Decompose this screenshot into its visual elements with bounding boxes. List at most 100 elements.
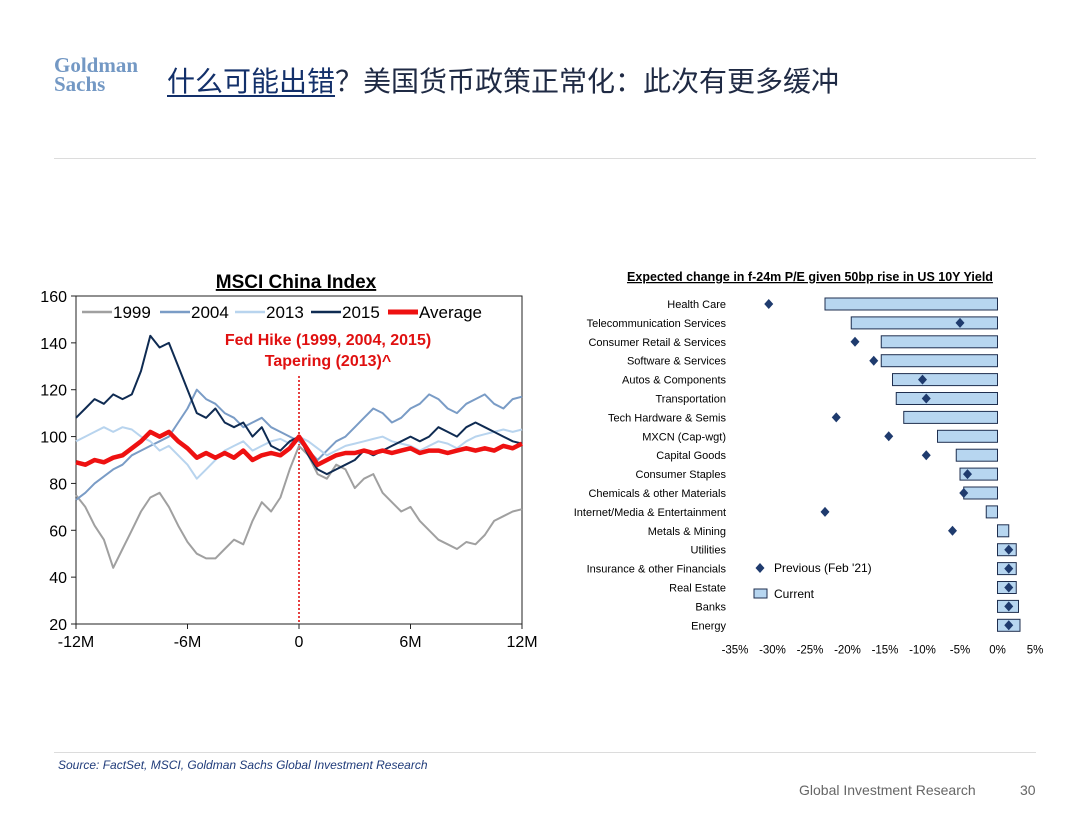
legend-swatch-current xyxy=(753,588,768,599)
category-label: Real Estate xyxy=(669,583,726,595)
x-tick-label: 0% xyxy=(989,644,1006,656)
x-tick-label: -10% xyxy=(909,644,936,656)
bar-current xyxy=(892,373,998,387)
marker-previous xyxy=(764,299,774,309)
bar-current xyxy=(985,505,998,519)
x-tick-label: -35% xyxy=(722,644,749,656)
category-label: Tech Hardware & Semis xyxy=(608,412,726,424)
series-line-average xyxy=(75,429,524,467)
bar-chart-plot: Health Care Telecommunication Services Con… xyxy=(574,297,1044,656)
category-label: Health Care xyxy=(667,299,726,311)
marker-previous xyxy=(869,355,879,366)
page-title-rest: ？美国货币政策正常化：此次有更多缓冲 xyxy=(335,65,840,98)
bar-current xyxy=(955,448,998,462)
x-tick-label: -20% xyxy=(834,644,861,656)
fed-hike-annotation: Fed Hike (1999, 2004, 2015) xyxy=(225,332,431,349)
footer-divider xyxy=(54,752,1036,753)
marker-previous xyxy=(1004,601,1014,612)
x-tick-label: -15% xyxy=(872,644,899,656)
y-tick-label: 160 xyxy=(40,289,67,306)
category-label: MXCN (Cap-wgt) xyxy=(642,431,726,443)
category-label: Transportation xyxy=(655,394,726,406)
logo-line-1: Goldman xyxy=(54,53,139,77)
category-label: Energy xyxy=(691,620,726,632)
category-label: Internet/Media & Entertainment xyxy=(574,507,726,519)
bar-current xyxy=(880,335,998,349)
category-label: Insurance & other Financials xyxy=(587,564,727,576)
category-label: Telecommunication Services xyxy=(587,318,727,330)
legend-label: 2004 xyxy=(191,303,229,322)
bar-current xyxy=(824,297,998,311)
bar-current xyxy=(959,467,998,481)
tapering-annotation: Tapering (2013)^ xyxy=(265,353,391,370)
marker-previous xyxy=(948,525,957,536)
bar-current xyxy=(895,392,998,405)
legend-label: 2015 xyxy=(342,303,380,322)
x-tick-label: 0 xyxy=(295,634,304,651)
bar-current xyxy=(903,410,998,424)
pe-sensitivity-chart: Expected change in f-24m P/E given 50bp … xyxy=(574,270,1044,656)
logo-line-2: Sachs xyxy=(54,72,106,96)
x-tick-label: 5% xyxy=(1027,644,1044,656)
marker-previous xyxy=(918,374,927,385)
marker-previous xyxy=(1004,563,1014,574)
marker-previous xyxy=(963,469,972,480)
category-label: Consumer Staples xyxy=(636,469,727,481)
line-chart-legend: 1999 2004 2013 2015 Average xyxy=(82,303,482,322)
marker-previous xyxy=(1004,544,1014,555)
y-tick-label: 120 xyxy=(40,383,67,400)
header-divider xyxy=(54,158,1036,159)
bar-current xyxy=(937,429,998,443)
legend-label: 1999 xyxy=(113,303,151,322)
x-tick-label: 6M xyxy=(399,634,421,651)
legend-marker-previous xyxy=(755,563,765,573)
x-tick-label: -25% xyxy=(797,644,824,656)
category-label: Autos & Components xyxy=(622,375,726,387)
category-label: Capital Goods xyxy=(656,450,726,462)
bar-current xyxy=(850,316,998,330)
x-tick-label: 12M xyxy=(506,634,537,651)
y-tick-label: 80 xyxy=(49,476,67,493)
y-tick-label: 20 xyxy=(49,617,67,634)
bar-current xyxy=(997,524,1010,538)
page-title-underlined: 什么可能出错 xyxy=(167,65,336,98)
marker-previous xyxy=(921,450,931,461)
bar-current xyxy=(880,354,998,368)
y-tick-label: 100 xyxy=(40,430,67,447)
line-chart-title: MSCI China Index xyxy=(216,272,377,293)
marker-previous xyxy=(831,412,841,423)
y-tick-label: 60 xyxy=(49,523,67,540)
legend-label-current: Current xyxy=(774,587,815,601)
y-tick-label: 40 xyxy=(49,570,67,587)
line-chart-plot: 20 40 60 80 100 120 140 160 -12M -6M 0 6M 12M xyxy=(40,289,537,651)
legend-label: Average xyxy=(419,303,482,322)
category-label: Software & Services xyxy=(627,356,727,368)
source-note: Source: FactSet, MSCI, Goldman Sachs Glo… xyxy=(58,758,428,772)
x-tick-label: -6M xyxy=(174,634,202,651)
x-tick-label: -5% xyxy=(950,644,970,656)
category-label: Banks xyxy=(695,601,726,613)
series-line-2004 xyxy=(75,388,523,501)
y-tick-label: 140 xyxy=(40,336,67,353)
legend-label: 2013 xyxy=(266,303,304,322)
marker-previous xyxy=(1004,582,1014,593)
legend-label-previous: Previous (Feb '21) xyxy=(774,561,872,575)
x-tick-label: -30% xyxy=(759,644,786,656)
page-title: 什么可能出错？美国货币政策正常化：此次有更多缓冲 xyxy=(167,60,839,100)
goldman-sachs-logo: Goldman Sachs xyxy=(54,53,139,96)
marker-previous xyxy=(959,488,969,498)
page-number: 30 xyxy=(1020,782,1036,798)
category-label: Chemicals & other Materials xyxy=(588,488,726,500)
category-label: Utilities xyxy=(691,545,727,557)
marker-previous xyxy=(921,393,931,404)
category-label: Metals & Mining xyxy=(648,526,726,538)
marker-previous xyxy=(884,431,894,442)
series-line-1999 xyxy=(75,444,523,569)
marker-previous xyxy=(850,336,860,347)
marker-previous xyxy=(955,317,965,328)
x-tick-label: -12M xyxy=(58,634,94,651)
bar-chart-title: Expected change in f-24m P/E given 50bp … xyxy=(627,270,993,284)
msci-china-index-chart: MSCI China Index 20 40 60 80 100 120 140 160 -12… xyxy=(40,272,537,651)
category-label: Consumer Retail & Services xyxy=(588,337,726,349)
footer-brand: Global Investment Research xyxy=(799,782,976,798)
